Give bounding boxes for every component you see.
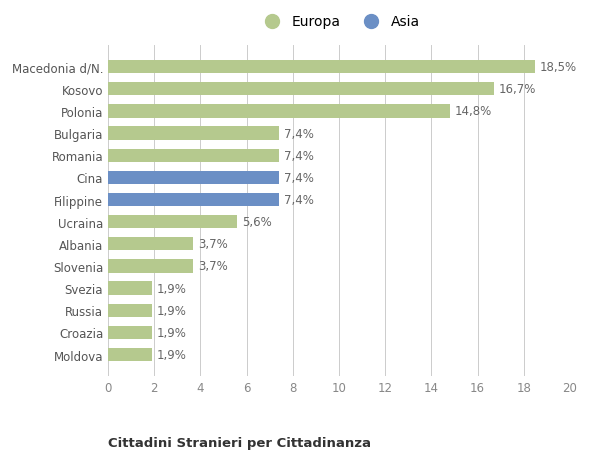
Bar: [108, 348, 152, 361]
Bar: [108, 61, 535, 74]
Bar: [108, 83, 494, 96]
Text: 7,4%: 7,4%: [284, 127, 313, 140]
Bar: [108, 238, 193, 251]
Bar: [108, 171, 279, 185]
Text: 5,6%: 5,6%: [242, 216, 272, 229]
Text: 1,9%: 1,9%: [157, 326, 187, 339]
Text: 3,7%: 3,7%: [198, 260, 228, 273]
Bar: [108, 304, 152, 317]
Legend: Europa, Asia: Europa, Asia: [253, 10, 425, 35]
Text: 18,5%: 18,5%: [540, 61, 577, 74]
Bar: [108, 260, 193, 273]
Text: 7,4%: 7,4%: [284, 150, 313, 162]
Bar: [108, 149, 279, 162]
Text: 1,9%: 1,9%: [157, 348, 187, 361]
Text: 16,7%: 16,7%: [499, 83, 536, 96]
Text: Cittadini Stranieri per Cittadinanza: Cittadini Stranieri per Cittadinanza: [108, 436, 371, 449]
Bar: [108, 326, 152, 339]
Bar: [108, 127, 279, 140]
Bar: [108, 282, 152, 295]
Text: 7,4%: 7,4%: [284, 194, 313, 207]
Text: 14,8%: 14,8%: [455, 105, 492, 118]
Bar: [108, 105, 450, 118]
Text: 1,9%: 1,9%: [157, 282, 187, 295]
Bar: [108, 216, 238, 229]
Text: 7,4%: 7,4%: [284, 172, 313, 185]
Text: 3,7%: 3,7%: [198, 238, 228, 251]
Bar: [108, 193, 279, 207]
Text: 1,9%: 1,9%: [157, 304, 187, 317]
